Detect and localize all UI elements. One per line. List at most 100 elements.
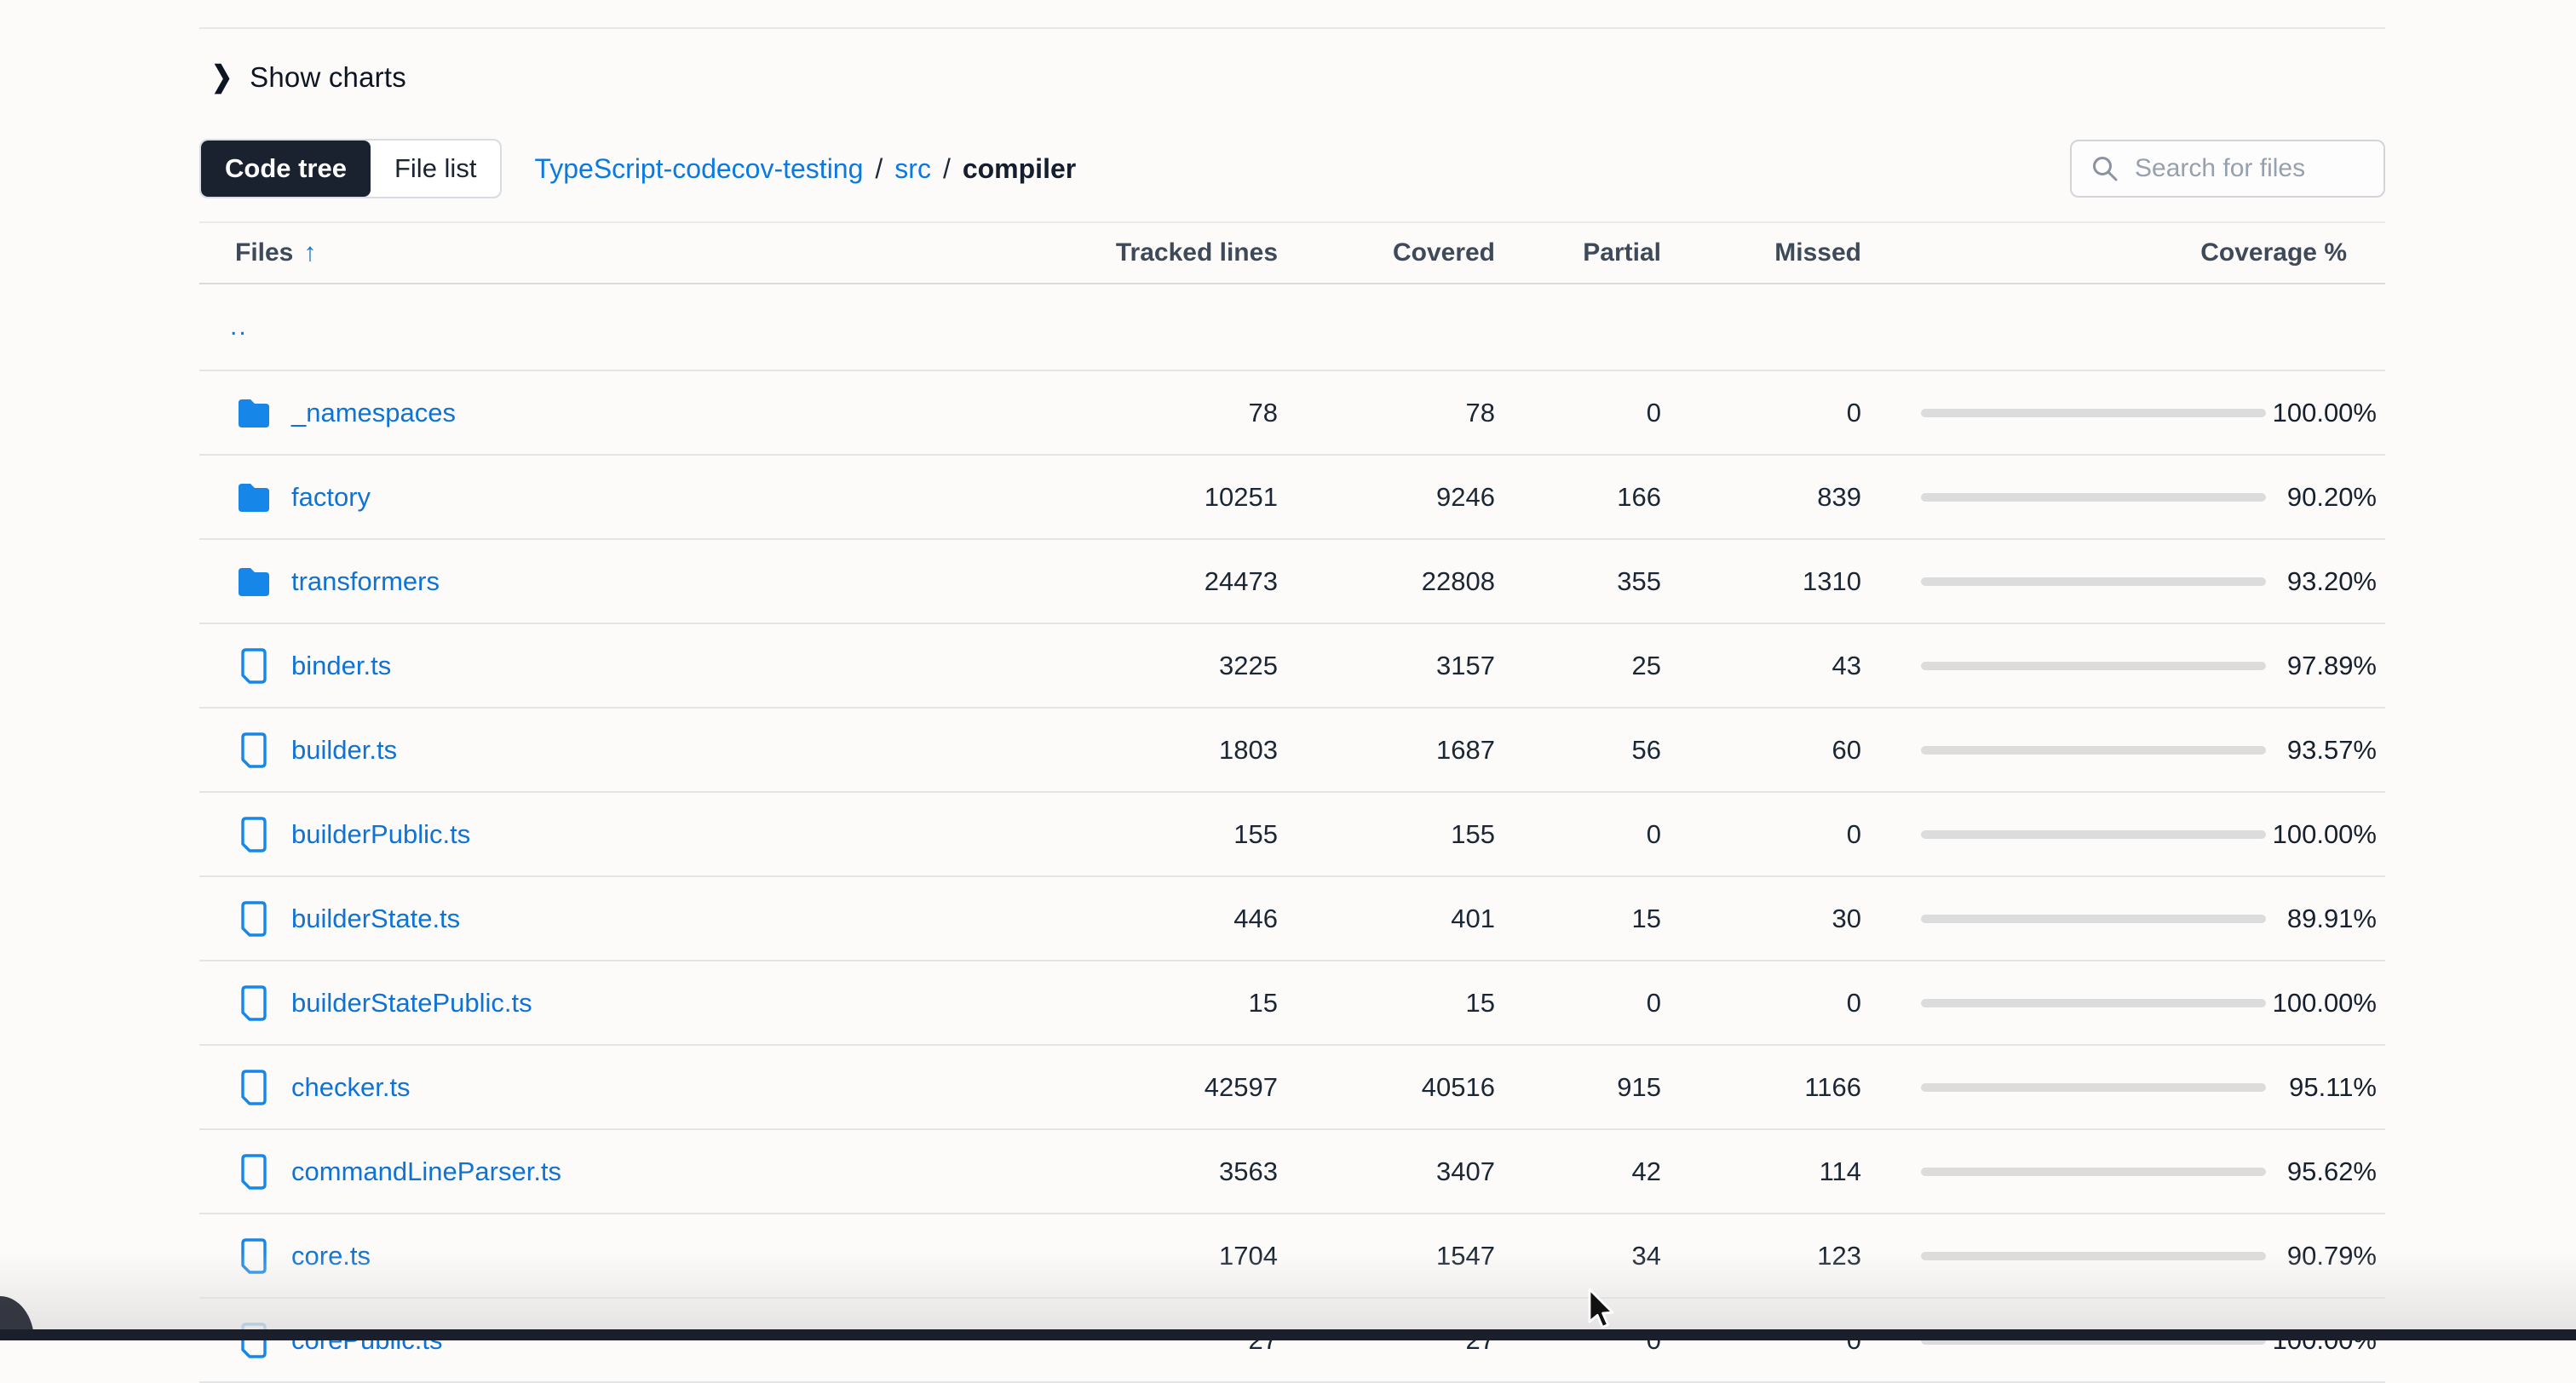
table-row[interactable]: builder.ts 1803 1687 56 60 93.57% — [199, 709, 2385, 793]
partial-value: 0 — [1495, 819, 1661, 850]
coverage-percent: 100.00% — [2266, 819, 2385, 850]
covered-value: 1547 — [1278, 1241, 1495, 1271]
table-row[interactable]: builderStatePublic.ts 15 15 0 0 100.00% — [199, 961, 2385, 1046]
tab-file-list[interactable]: File list — [371, 141, 500, 197]
table-row[interactable]: commandLineParser.ts 3563 3407 42 114 95… — [199, 1130, 2385, 1214]
covered-value: 3157 — [1278, 651, 1495, 681]
tracked-lines-value: 155 — [1005, 819, 1278, 850]
file-name-cell: binder.ts — [199, 648, 1005, 684]
coverage-percent: 95.11% — [2266, 1072, 2385, 1103]
covered-value: 15 — [1278, 988, 1495, 1019]
coverage-bar-track — [1921, 662, 2266, 670]
table-row[interactable]: binder.ts 3225 3157 25 43 97.89% — [199, 624, 2385, 709]
column-header-missed[interactable]: Missed — [1661, 238, 1861, 267]
table-body: .. _namespaces 78 78 0 0 100.00% factory… — [199, 284, 2385, 1383]
coverage-cell: 93.57% — [1861, 735, 2385, 766]
table-row[interactable]: factory 10251 9246 166 839 90.20% — [199, 456, 2385, 540]
tracked-lines-value: 78 — [1005, 398, 1278, 428]
folder-icon — [236, 398, 272, 428]
file-link[interactable]: builderState.ts — [291, 904, 460, 934]
breadcrumb-src-link[interactable]: src — [894, 153, 931, 185]
tracked-lines-value: 1803 — [1005, 735, 1278, 766]
table-row[interactable]: checker.ts 42597 40516 915 1166 95.11% — [199, 1046, 2385, 1130]
coverage-cell: 95.62% — [1861, 1156, 2385, 1187]
coverage-cell: 100.00% — [1861, 988, 2385, 1019]
covered-value: 9246 — [1278, 482, 1495, 513]
file-link[interactable]: binder.ts — [291, 651, 391, 681]
show-charts-toggle[interactable]: ❯ Show charts — [208, 56, 410, 99]
tracked-lines-value: 24473 — [1005, 566, 1278, 597]
file-icon — [241, 817, 267, 852]
file-link[interactable]: core.ts — [291, 1241, 371, 1271]
parent-directory-link[interactable]: .. — [230, 313, 248, 341]
partial-value: 42 — [1495, 1156, 1661, 1187]
file-name-cell: builderState.ts — [199, 901, 1005, 937]
missed-value: 60 — [1661, 735, 1861, 766]
column-header-covered[interactable]: Covered — [1278, 238, 1495, 267]
search-input[interactable] — [2133, 153, 2365, 184]
table-row[interactable]: builderState.ts 446 401 15 30 89.91% — [199, 877, 2385, 961]
tab-code-tree[interactable]: Code tree — [201, 141, 371, 197]
file-name-cell: factory — [199, 482, 1005, 513]
column-header-coverage[interactable]: Coverage % — [1861, 238, 2385, 267]
covered-value: 78 — [1278, 398, 1495, 428]
coverage-percent: 97.89% — [2266, 651, 2385, 681]
coverage-bar-track — [1921, 746, 2266, 755]
table-row[interactable]: .. — [199, 284, 2385, 371]
file-search-box[interactable] — [2070, 140, 2385, 198]
covered-value: 3407 — [1278, 1156, 1495, 1187]
table-row[interactable]: transformers 24473 22808 355 1310 93.20% — [199, 540, 2385, 624]
file-link[interactable]: checker.ts — [291, 1072, 411, 1103]
partial-value: 166 — [1495, 482, 1661, 513]
folder-link[interactable]: transformers — [291, 566, 440, 597]
missed-value: 839 — [1661, 482, 1861, 513]
file-name-cell: builder.ts — [199, 732, 1005, 768]
file-icon — [241, 901, 267, 937]
column-header-partial[interactable]: Partial — [1495, 238, 1661, 267]
column-header-files[interactable]: Files ↑ — [199, 238, 1005, 267]
partial-value: 0 — [1495, 988, 1661, 1019]
column-header-tracked-lines[interactable]: Tracked lines — [1005, 238, 1278, 267]
coverage-bar-track — [1921, 409, 2266, 417]
coverage-percent: 100.00% — [2266, 398, 2385, 428]
table-row[interactable]: corePublic.ts 27 27 0 0 100.00% — [199, 1299, 2385, 1383]
folder-link[interactable]: factory — [291, 482, 371, 513]
coverage-cell: 89.91% — [1861, 904, 2385, 934]
partial-value: 0 — [1495, 398, 1661, 428]
coverage-percent: 93.57% — [2266, 735, 2385, 766]
covered-value: 401 — [1278, 904, 1495, 934]
missed-value: 123 — [1661, 1241, 1861, 1271]
tracked-lines-value: 1704 — [1005, 1241, 1278, 1271]
file-name-cell: builderPublic.ts — [199, 817, 1005, 852]
folder-link[interactable]: _namespaces — [291, 398, 456, 428]
file-link[interactable]: builderStatePublic.ts — [291, 988, 532, 1019]
table-row[interactable]: core.ts 1704 1547 34 123 90.79% — [199, 1214, 2385, 1299]
file-icon — [241, 1238, 267, 1274]
file-link[interactable]: builder.ts — [291, 735, 397, 766]
breadcrumb: TypeScript-codecov-testing / src / compi… — [534, 153, 1076, 185]
file-link[interactable]: builderPublic.ts — [291, 819, 470, 850]
files-header-label: Files — [235, 238, 293, 267]
file-name-cell: _namespaces — [199, 398, 1005, 428]
file-name-cell: builderStatePublic.ts — [199, 985, 1005, 1021]
coverage-cell: 90.79% — [1861, 1241, 2385, 1271]
table-row[interactable]: builderPublic.ts 155 155 0 0 100.00% — [199, 793, 2385, 877]
tracked-lines-value: 446 — [1005, 904, 1278, 934]
file-link[interactable]: commandLineParser.ts — [291, 1156, 561, 1187]
coverage-percent: 89.91% — [2266, 904, 2385, 934]
file-icon — [241, 732, 267, 768]
tracked-lines-value: 42597 — [1005, 1072, 1278, 1103]
coverage-percent: 90.20% — [2266, 482, 2385, 513]
missed-value: 0 — [1661, 819, 1861, 850]
breadcrumb-repo-link[interactable]: TypeScript-codecov-testing — [534, 153, 863, 185]
folder-icon — [236, 566, 272, 597]
covered-value: 22808 — [1278, 566, 1495, 597]
table-row[interactable]: _namespaces 78 78 0 0 100.00% — [199, 371, 2385, 456]
covered-value: 40516 — [1278, 1072, 1495, 1103]
file-icon — [241, 1154, 267, 1190]
folder-icon — [236, 482, 272, 513]
top-divider — [199, 27, 2385, 29]
covered-value: 155 — [1278, 819, 1495, 850]
coverage-bar-track — [1921, 1083, 2266, 1092]
coverage-cell: 100.00% — [1861, 398, 2385, 428]
